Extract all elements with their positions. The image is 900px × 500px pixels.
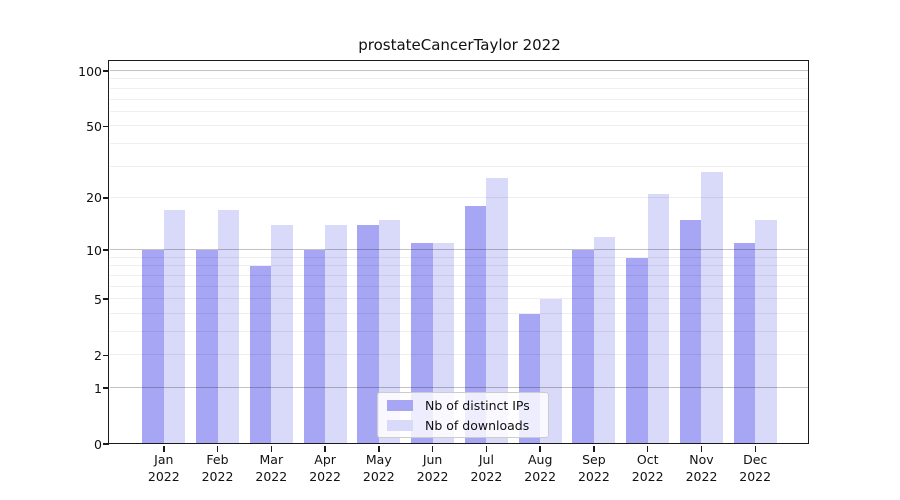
x-tick-mark-may <box>378 445 380 452</box>
y-tick-label-10: 10 <box>86 242 102 258</box>
x-tick-mark-oct <box>646 445 649 452</box>
chart-title: prostateCancerTaylor 2022 <box>358 36 561 54</box>
y-tick-mark-2 <box>103 354 109 356</box>
y-tick-label-5: 5 <box>94 291 102 307</box>
x-tick-mark-jun <box>431 445 434 452</box>
bar-downloads-jul <box>486 177 508 444</box>
y-tick-label-2: 2 <box>94 347 102 363</box>
bar-distinct-ips-may <box>357 225 379 444</box>
bar-downloads-may <box>378 219 401 444</box>
legend-swatch-downloads <box>387 419 413 431</box>
bar-downloads-mar <box>271 225 293 444</box>
y-tick-mark-50 <box>103 125 109 127</box>
bar-distinct-ips-apr <box>303 250 326 444</box>
bar-downloads-nov <box>701 171 723 444</box>
x-tick-label-jan: Jan 2022 <box>147 452 180 484</box>
bar-distinct-ips-dec <box>733 243 756 444</box>
legend-label-downloads: Nb of downloads <box>425 417 530 433</box>
bar-downloads-jan <box>163 210 186 444</box>
bar-distinct-ips-sep <box>572 250 594 444</box>
x-tick-mark-dec <box>754 445 756 452</box>
bar-downloads-apr <box>325 225 347 444</box>
x-tick-label-may: May 2022 <box>362 452 395 484</box>
x-tick-label-jul: Jul 2022 <box>470 452 503 484</box>
y-tick-mark-10 <box>103 249 109 251</box>
bar-distinct-ips-nov <box>679 219 702 444</box>
bar-distinct-ips-jul <box>464 206 487 444</box>
y-tick-label-1: 1 <box>94 380 102 396</box>
x-tick-label-jun: Jun 2022 <box>416 452 449 484</box>
bar-downloads-feb <box>217 210 240 444</box>
bar-distinct-ips-jan <box>142 250 164 444</box>
bar-distinct-ips-feb <box>196 250 218 444</box>
y-tick-label-100: 100 <box>78 63 102 79</box>
x-tick-label-oct: Oct 2022 <box>631 452 664 484</box>
x-tick-mark-sep <box>593 445 595 452</box>
x-tick-label-mar: Mar 2022 <box>255 452 288 484</box>
x-tick-mark-jan <box>163 445 165 452</box>
plot-area <box>110 62 809 444</box>
y-tick-mark-1 <box>103 387 109 389</box>
x-tick-mark-feb <box>216 445 219 452</box>
x-tick-label-feb: Feb 2022 <box>201 452 234 484</box>
bar-distinct-ips-mar <box>249 266 272 444</box>
y-tick-mark-100 <box>103 70 109 72</box>
x-tick-mark-mar <box>270 445 273 452</box>
x-tick-label-apr: Apr 2022 <box>309 452 341 484</box>
y-tick-mark-0 <box>103 443 109 445</box>
bars-layer <box>110 62 809 444</box>
legend-item-distinct-ips: Nb of distinct IPs <box>387 399 539 412</box>
legend-swatch-distinct-ips <box>387 399 413 411</box>
y-tick-label-50: 50 <box>86 118 102 134</box>
y-tick-mark-5 <box>103 298 109 300</box>
x-tick-mark-aug <box>539 445 541 452</box>
legend: Nb of distinct IPs Nb of downloads <box>377 392 549 438</box>
x-tick-mark-jul <box>485 445 488 452</box>
legend-label-distinct-ips: Nb of distinct IPs <box>425 397 530 413</box>
x-tick-label-dec: Dec 2022 <box>739 452 772 484</box>
y-tick-label-20: 20 <box>86 190 102 206</box>
bar-downloads-dec <box>755 219 777 444</box>
y-tick-mark-20 <box>103 197 109 199</box>
x-tick-mark-nov <box>700 445 703 452</box>
bar-distinct-ips-oct <box>626 257 648 444</box>
x-tick-label-aug: Aug 2022 <box>524 452 557 484</box>
x-tick-label-nov: Nov 2022 <box>685 452 718 484</box>
y-tick-label-0: 0 <box>94 436 102 452</box>
x-tick-label-sep: Sep 2022 <box>577 452 610 484</box>
legend-item-downloads: Nb of downloads <box>387 419 539 432</box>
x-tick-mark-apr <box>324 445 326 452</box>
bar-downloads-oct <box>647 194 670 444</box>
bar-downloads-sep <box>593 236 616 444</box>
